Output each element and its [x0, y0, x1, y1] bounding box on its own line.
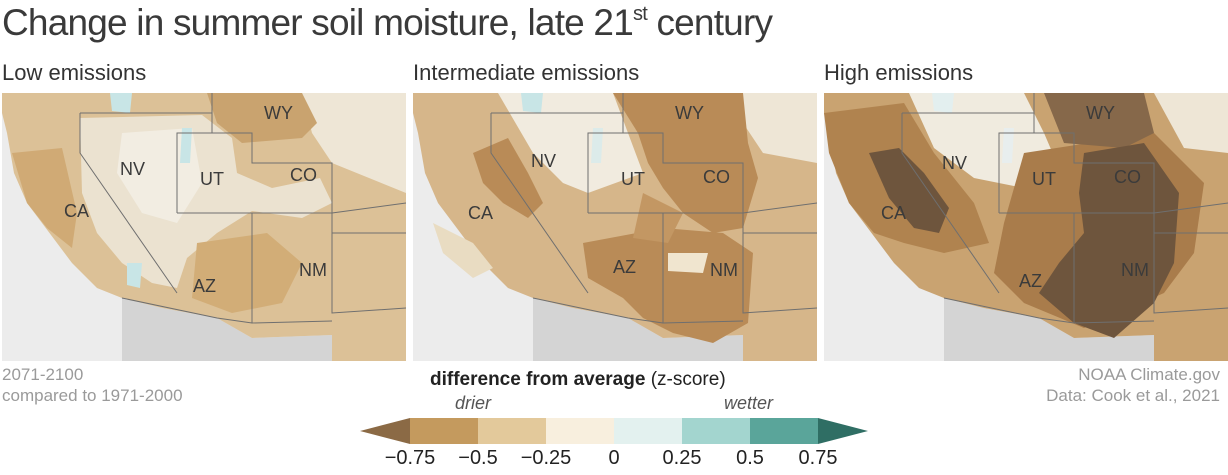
state-label-nm-low: NM — [299, 260, 327, 280]
baseline-text: compared to 1971-2000 — [2, 386, 183, 405]
legend-tick-label: 0.5 — [736, 447, 764, 469]
state-label-co-low: CO — [290, 165, 317, 185]
state-label-ut-intermediate: UT — [621, 169, 645, 189]
legend-swatch-4 — [614, 418, 682, 444]
state-label-az-low: AZ — [193, 276, 216, 296]
state-label-co-high: CO — [1114, 167, 1141, 187]
legend-swatch-arrow-left — [360, 418, 410, 444]
legend-wetter-label: wetter — [724, 393, 774, 413]
state-label-nm-high: NM — [1121, 260, 1149, 280]
state-label-wy-low: WY — [264, 103, 293, 123]
legend-swatch-5 — [682, 418, 750, 444]
legend-swatch-6 — [750, 418, 818, 444]
panel-label-intermediate: Intermediate emissions — [413, 60, 640, 85]
legend-tick-label: −0.25 — [520, 447, 572, 469]
state-label-nm-intermediate: NM — [710, 260, 738, 280]
state-label-az-intermediate: AZ — [613, 257, 636, 277]
legend-drier-label: drier — [455, 393, 492, 413]
legend-swatch-2 — [478, 418, 546, 444]
state-label-ca-high: CA — [881, 203, 906, 223]
legend-tick-label: −0.75 — [384, 447, 436, 469]
state-label-nv-high: NV — [942, 153, 967, 173]
state-label-ut-high: UT — [1032, 169, 1056, 189]
state-label-wy-intermediate: WY — [675, 103, 704, 123]
legend-swatch-arrow-right — [818, 418, 868, 444]
legend-tick-label: 0.25 — [662, 447, 702, 469]
map-low-emissions: WY NV UT CO CA AZ NM — [2, 93, 406, 361]
legend-tick-label: −0.5 — [458, 447, 498, 469]
time-period-note: 2071-2100 compared to 1971-2000 — [2, 364, 183, 406]
state-label-ca-low: CA — [64, 201, 89, 221]
legend-swatch-1 — [410, 418, 478, 444]
panel-label-low: Low emissions — [2, 60, 147, 85]
legend-color-bar — [360, 418, 868, 444]
state-label-nv-low: NV — [120, 159, 145, 179]
state-label-co-intermediate: CO — [703, 167, 730, 187]
legend-tick-label: 0 — [608, 447, 620, 469]
period-text: 2071-2100 — [2, 365, 84, 384]
legend-swatch-3 — [546, 418, 614, 444]
state-label-ca-intermediate: CA — [468, 203, 493, 223]
chart-title: Change in summer soil moisture, late 21s… — [2, 2, 773, 43]
legend-title: difference from average (z-score) — [430, 369, 726, 390]
legend-tick-label: 0.75 — [798, 447, 838, 469]
data-credit-text: Data: Cook et al., 2021 — [1046, 386, 1220, 405]
map-high-emissions: WY NV UT CO CA AZ NM — [824, 93, 1228, 361]
state-label-ut-low: UT — [200, 169, 224, 189]
state-label-nv-intermediate: NV — [531, 151, 556, 171]
map-intermediate-emissions: WY NV UT CO CA AZ NM — [413, 93, 817, 361]
source-text: NOAA Climate.gov — [1078, 365, 1220, 384]
state-label-wy-high: WY — [1086, 103, 1115, 123]
state-label-az-high: AZ — [1019, 271, 1042, 291]
source-note: NOAA Climate.gov Data: Cook et al., 2021 — [1046, 364, 1220, 406]
panel-label-high: High emissions — [824, 60, 974, 85]
